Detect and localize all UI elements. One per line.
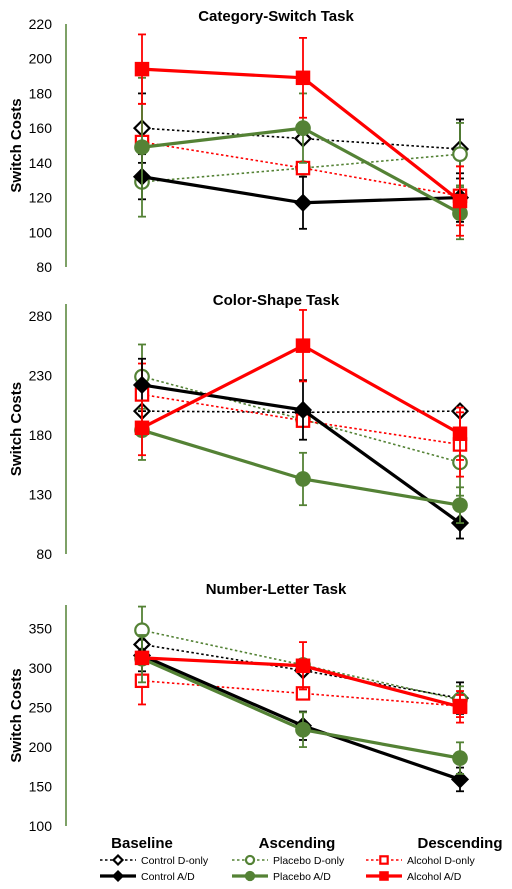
legend-marker — [244, 870, 256, 882]
data-point — [452, 426, 468, 442]
series-control-a-d — [132, 357, 470, 540]
panel-title: Number-Letter Task — [206, 581, 347, 598]
data-point — [134, 61, 150, 77]
legend-marker — [379, 855, 389, 865]
legend-label: Control A/D — [141, 871, 195, 883]
legend-item: Placebo D-only — [232, 854, 345, 867]
y-tick-label: 120 — [29, 190, 53, 206]
legend: Control D-only Placebo D-only Alcohol D-on… — [100, 853, 475, 883]
y-tick-label: 220 — [29, 16, 53, 32]
x-category-label: Descending — [417, 835, 502, 852]
y-tick-label: 80 — [36, 546, 52, 562]
panel-title: Category-Switch Task — [198, 8, 354, 25]
x-category-label: Ascending — [259, 835, 336, 852]
legend-label: Alcohol A/D — [407, 871, 462, 883]
y-tick-label: 130 — [29, 486, 53, 502]
data-point — [134, 420, 150, 436]
data-point — [293, 400, 313, 420]
y-tick-label: 200 — [29, 739, 53, 755]
y-tick-label: 300 — [29, 660, 53, 676]
y-tick-label: 80 — [36, 259, 52, 275]
y-tick-label: 200 — [29, 51, 53, 67]
y-axis-label: Switch Costs — [8, 98, 25, 192]
y-tick-label: 230 — [29, 367, 53, 383]
y-axis-label: Switch Costs — [8, 668, 25, 762]
y-tick-label: 150 — [29, 779, 53, 795]
series-line — [141, 629, 461, 701]
y-tick-label: 140 — [29, 155, 53, 171]
data-point — [295, 160, 311, 176]
series-line — [141, 428, 461, 507]
y-tick-label: 180 — [29, 427, 53, 443]
panel-title: Color-Shape Task — [213, 292, 340, 309]
y-tick-label: 160 — [29, 120, 53, 136]
legend-label: Control D-only — [141, 855, 209, 867]
data-point — [295, 658, 311, 674]
data-point — [295, 70, 311, 86]
data-point — [452, 750, 468, 766]
panel-3: Number-Letter Task 100 150 200 250 300 350 Swit… — [8, 581, 470, 834]
data-point — [295, 338, 311, 353]
data-point — [132, 375, 152, 395]
legend-label: Placebo D-only — [273, 855, 345, 867]
legend-marker — [244, 854, 256, 866]
data-point — [450, 770, 470, 789]
y-tick-label: 100 — [29, 818, 53, 834]
panel-2: Color-Shape Task 80 130 180 230 280 Switch Cos… — [8, 292, 470, 562]
legend-item: Alcohol A/D — [366, 871, 462, 883]
series-alcohol-a-d — [134, 309, 468, 461]
data-point — [452, 497, 468, 514]
data-point — [452, 699, 468, 715]
data-point — [293, 193, 313, 212]
data-point — [452, 146, 468, 163]
legend-marker — [379, 871, 389, 881]
y-tick-label: 180 — [29, 85, 53, 101]
series-alcohol-a-d — [134, 33, 468, 237]
data-point — [452, 193, 468, 209]
legend-item: Placebo A/D — [232, 870, 331, 883]
y-tick-label: 250 — [29, 700, 53, 716]
x-category-label: Baseline — [111, 835, 173, 852]
y-tick-label: 100 — [29, 224, 53, 240]
series-alcohol-a-d — [134, 641, 468, 724]
legend-marker — [111, 869, 125, 883]
panel-1: Category-Switch Task 80 100 120 140 160 180 200… — [8, 8, 470, 275]
legend-item: Alcohol D-only — [366, 855, 475, 867]
legend-item: Control D-only — [100, 853, 209, 867]
data-point — [295, 120, 311, 136]
data-point — [295, 471, 311, 487]
data-point — [295, 721, 311, 738]
data-point — [134, 650, 150, 666]
y-axis-label: Switch Costs — [8, 382, 25, 476]
legend-label: Alcohol D-only — [407, 855, 475, 867]
y-tick-label: 350 — [29, 621, 53, 637]
legend-label: Placebo A/D — [273, 871, 331, 883]
legend-marker — [111, 853, 125, 867]
series-placebo-a-d — [134, 634, 468, 775]
data-point — [134, 139, 150, 156]
y-tick-label: 280 — [29, 308, 53, 324]
legend-item: Control A/D — [100, 869, 195, 883]
